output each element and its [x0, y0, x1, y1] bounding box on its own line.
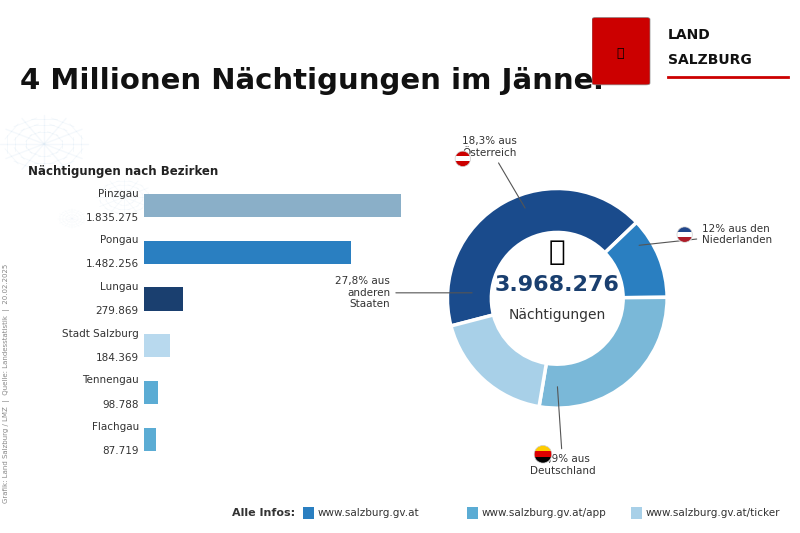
- Text: SALZBURG: SALZBURG: [668, 53, 752, 67]
- Text: Alle Infos:: Alle Infos:: [232, 508, 295, 518]
- Text: Pinzgau: Pinzgau: [98, 189, 139, 199]
- Text: 4 Millionen Nächtigungen im Jänner: 4 Millionen Nächtigungen im Jänner: [20, 67, 608, 95]
- Text: Nächtigungen nach Bezirken: Nächtigungen nach Bezirken: [28, 165, 218, 178]
- Text: www.salzburg.gv.at: www.salzburg.gv.at: [318, 508, 419, 518]
- Wedge shape: [539, 297, 667, 408]
- Circle shape: [455, 151, 470, 166]
- Text: 279.869: 279.869: [96, 306, 139, 316]
- Bar: [144, 241, 351, 264]
- Circle shape: [494, 235, 621, 362]
- Text: Stadt Salzburg: Stadt Salzburg: [62, 329, 139, 339]
- Text: 41,9% aus
Deutschland: 41,9% aus Deutschland: [530, 387, 595, 476]
- FancyBboxPatch shape: [534, 446, 552, 451]
- Bar: [144, 334, 170, 358]
- Text: 1.835.275: 1.835.275: [86, 213, 139, 223]
- FancyBboxPatch shape: [455, 151, 470, 156]
- Text: www.salzburg.gv.at/ticker: www.salzburg.gv.at/ticker: [646, 508, 780, 518]
- Bar: [144, 287, 183, 311]
- Text: Nächtigungen: Nächtigungen: [509, 308, 606, 322]
- Text: Flachgau: Flachgau: [92, 422, 139, 432]
- Text: 🐻: 🐻: [616, 47, 624, 60]
- Text: 12% aus den
Niederlanden: 12% aus den Niederlanden: [639, 224, 772, 245]
- Text: 184.369: 184.369: [96, 353, 139, 363]
- FancyBboxPatch shape: [534, 457, 552, 463]
- Text: LAND: LAND: [668, 28, 710, 42]
- FancyBboxPatch shape: [677, 237, 692, 243]
- FancyBboxPatch shape: [677, 232, 692, 237]
- FancyBboxPatch shape: [455, 156, 470, 161]
- Text: 1.482.256: 1.482.256: [86, 260, 139, 269]
- Text: Grafik: Land Salzburg / LMZ  |  Quelle: Landesstatistik  |  20.02.2025: Grafik: Land Salzburg / LMZ | Quelle: La…: [3, 264, 10, 503]
- Text: 🛏: 🛏: [549, 238, 566, 266]
- Text: Tennengau: Tennengau: [82, 376, 139, 385]
- Text: 18,3% aus
Österreich: 18,3% aus Österreich: [462, 136, 525, 208]
- Text: 98.788: 98.788: [102, 400, 139, 409]
- Circle shape: [534, 446, 552, 463]
- Text: Pongau: Pongau: [100, 236, 139, 245]
- Text: Lungau: Lungau: [100, 282, 139, 292]
- FancyBboxPatch shape: [592, 18, 650, 85]
- Wedge shape: [447, 189, 637, 326]
- FancyBboxPatch shape: [455, 161, 470, 166]
- Bar: [144, 194, 401, 217]
- Wedge shape: [451, 315, 546, 407]
- FancyBboxPatch shape: [677, 227, 692, 232]
- Bar: [144, 427, 156, 451]
- Circle shape: [677, 227, 692, 243]
- Wedge shape: [605, 222, 667, 298]
- Bar: [144, 381, 158, 404]
- Text: 3.968.276: 3.968.276: [495, 275, 620, 295]
- Text: 87.719: 87.719: [102, 446, 139, 456]
- Text: 27,8% aus
anderen
Staaten: 27,8% aus anderen Staaten: [335, 276, 472, 310]
- Text: www.salzburg.gv.at/app: www.salzburg.gv.at/app: [482, 508, 606, 518]
- FancyBboxPatch shape: [534, 451, 552, 457]
